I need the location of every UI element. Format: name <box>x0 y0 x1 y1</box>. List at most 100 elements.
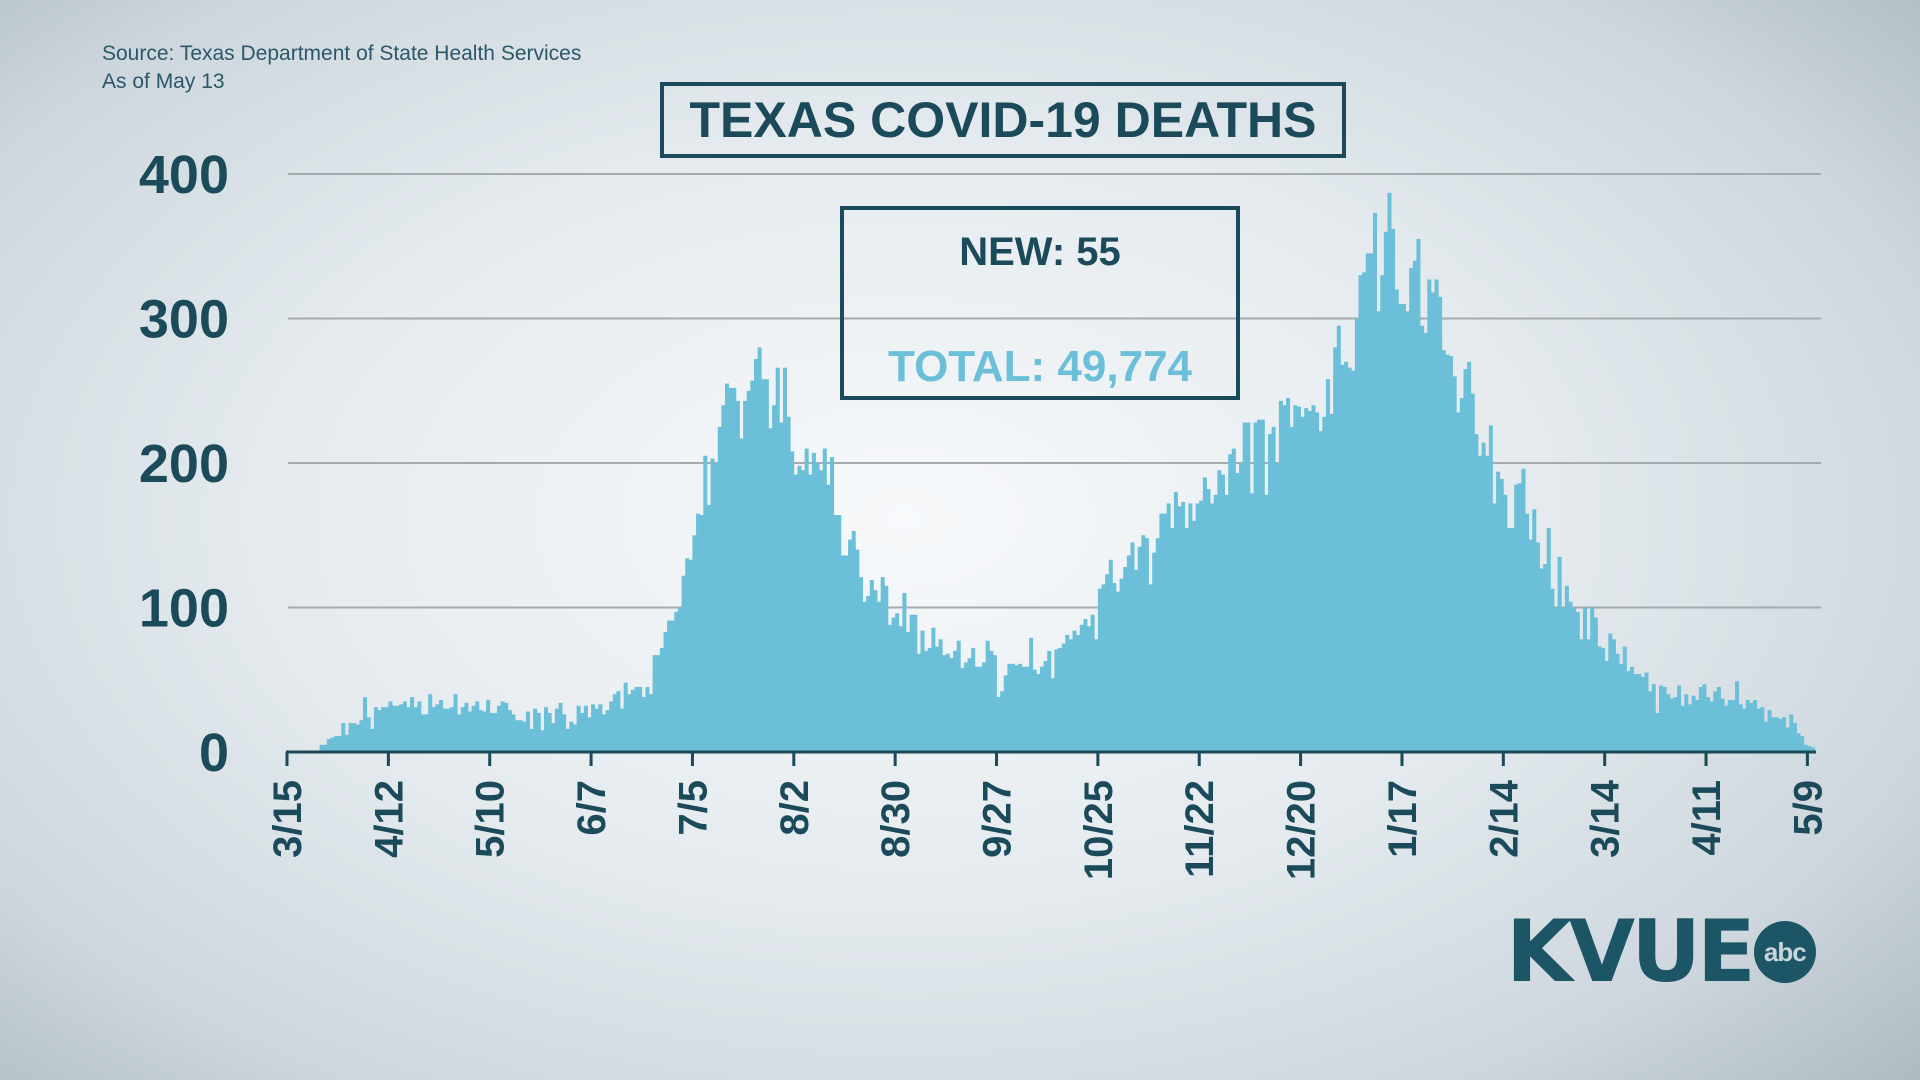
bar <box>989 650 994 752</box>
bar <box>1763 721 1768 752</box>
bar <box>953 650 958 752</box>
bar <box>1130 542 1135 752</box>
bar <box>706 504 711 752</box>
bar <box>486 699 491 752</box>
bar <box>446 708 451 752</box>
bar <box>591 704 596 752</box>
bar <box>978 666 983 752</box>
bar <box>1387 192 1392 752</box>
bar <box>927 647 932 752</box>
bar <box>764 379 769 752</box>
bar <box>395 705 400 752</box>
bar <box>1677 685 1682 752</box>
bar <box>1159 513 1164 752</box>
bar <box>1025 666 1030 752</box>
bar <box>1257 419 1262 752</box>
bar <box>1771 717 1776 752</box>
bar <box>1347 367 1352 752</box>
bar <box>1434 279 1439 752</box>
bar <box>1803 744 1808 752</box>
bar <box>688 559 693 752</box>
y-tick-label: 0 <box>199 723 229 783</box>
bar <box>1554 607 1559 752</box>
bar <box>804 448 809 752</box>
bar <box>674 611 679 752</box>
bar <box>1608 633 1613 752</box>
bar <box>1496 471 1501 752</box>
bar <box>572 724 577 752</box>
bar <box>971 647 976 752</box>
bar <box>424 714 429 752</box>
bar <box>1528 539 1533 752</box>
bar <box>714 463 719 752</box>
bar <box>982 662 987 752</box>
bar <box>873 590 878 752</box>
bar <box>1228 454 1233 752</box>
x-tick-label: 11/22 <box>1178 780 1222 878</box>
bar <box>685 558 690 752</box>
bar <box>1467 361 1472 752</box>
bar <box>1459 397 1464 752</box>
bar <box>464 702 469 752</box>
bar <box>1477 455 1482 752</box>
bar <box>916 653 921 752</box>
bar <box>1669 698 1674 752</box>
bar <box>974 666 979 752</box>
bar <box>1673 697 1678 752</box>
stats-box: NEW: 55 TOTAL: 49,774 <box>840 206 1240 400</box>
bar <box>913 614 918 752</box>
bar <box>536 712 541 752</box>
bar <box>667 620 672 752</box>
bar <box>1427 279 1432 752</box>
bar <box>1293 405 1298 752</box>
bar <box>1264 494 1269 752</box>
kvue-abc-logo: KVUE abc <box>1506 909 1816 995</box>
bar <box>1329 413 1334 752</box>
bar <box>1083 619 1088 752</box>
bar <box>1521 468 1526 752</box>
bar <box>743 400 748 752</box>
bar <box>341 723 346 752</box>
bar <box>739 438 744 752</box>
bar <box>659 647 664 752</box>
bar <box>1409 267 1414 752</box>
bar <box>507 710 512 752</box>
bar <box>355 724 360 752</box>
bar <box>1561 607 1566 752</box>
bar <box>645 686 650 752</box>
bar <box>753 358 758 752</box>
bar <box>511 714 516 752</box>
bar <box>1666 694 1671 752</box>
bar <box>1753 699 1758 752</box>
bar <box>1619 663 1624 752</box>
y-tick-label: 400 <box>139 145 229 205</box>
bar <box>1785 727 1790 752</box>
bar <box>830 457 835 752</box>
bar <box>558 702 563 752</box>
bar <box>399 704 404 752</box>
bar <box>1405 311 1410 752</box>
x-tick-label: 4/12 <box>367 780 411 858</box>
bar <box>815 463 820 752</box>
bar <box>790 451 795 752</box>
bar <box>601 714 606 752</box>
y-tick-label: 300 <box>139 290 229 350</box>
bar <box>1807 746 1812 752</box>
bar <box>413 707 418 752</box>
bar <box>1199 500 1204 752</box>
bar <box>478 710 483 752</box>
bar <box>402 701 407 752</box>
bar <box>1061 643 1066 752</box>
bar <box>1438 296 1443 752</box>
bar <box>1148 584 1153 752</box>
bar <box>1101 584 1106 752</box>
bar <box>1123 567 1128 752</box>
bar <box>1358 275 1363 752</box>
bar <box>1087 626 1092 752</box>
bar <box>1275 463 1280 752</box>
bar <box>612 694 617 752</box>
bar <box>833 515 838 752</box>
x-tick-label: 5/10 <box>469 780 513 858</box>
bar <box>1767 710 1772 752</box>
